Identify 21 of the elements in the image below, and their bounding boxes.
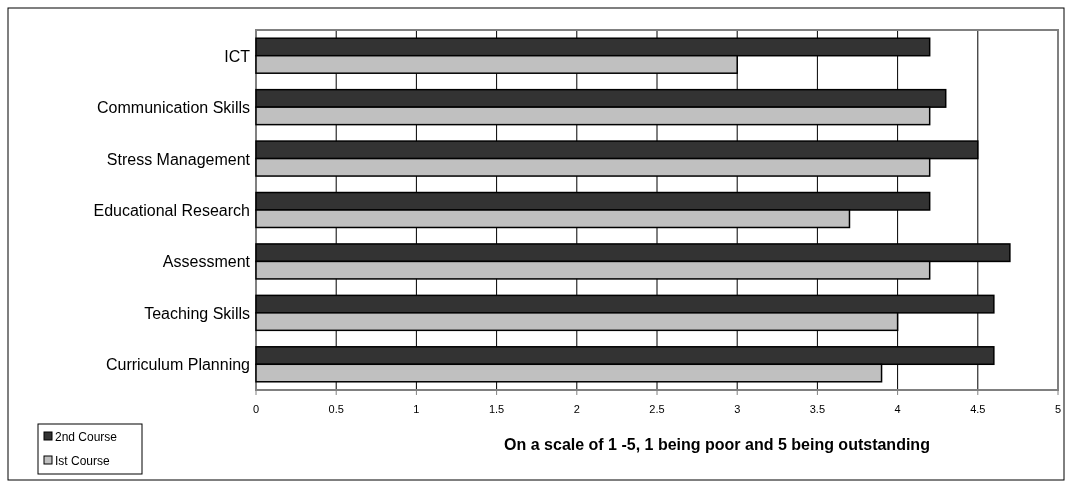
y-tick-label: Educational Research [93, 202, 250, 219]
x-tick-label: 3.5 [809, 403, 826, 415]
x-axis-title: On a scale of 1 -5, 1 being poor and 5 being outstanding [504, 436, 930, 453]
x-tick-label: 3 [734, 403, 741, 415]
x-tick-label: 5 [1054, 403, 1062, 415]
x-tick-label: 4 [894, 403, 901, 415]
y-tick-label: Teaching Skills [144, 304, 250, 322]
y-tick-label: Communication Skills [97, 99, 250, 117]
y-tick-label: ICT [224, 47, 251, 65]
legend-label: Ist Course [55, 454, 111, 468]
x-tick-label: 1 [413, 403, 420, 415]
x-tick-label: 0.5 [328, 403, 344, 415]
y-tick-label: Stress Management [106, 150, 251, 168]
x-tick-label: 4.5 [970, 403, 986, 415]
x-tick-label: 2.5 [649, 403, 665, 415]
y-tick-label: Assessment [162, 253, 251, 271]
y-tick-label: Curriculum Planning [105, 356, 250, 374]
x-tick-label: 2 [573, 403, 580, 415]
x-tick-label: 1.5 [488, 403, 505, 415]
x-tick-label: 0 [252, 403, 260, 415]
legend-label: 2nd Course [55, 430, 118, 444]
